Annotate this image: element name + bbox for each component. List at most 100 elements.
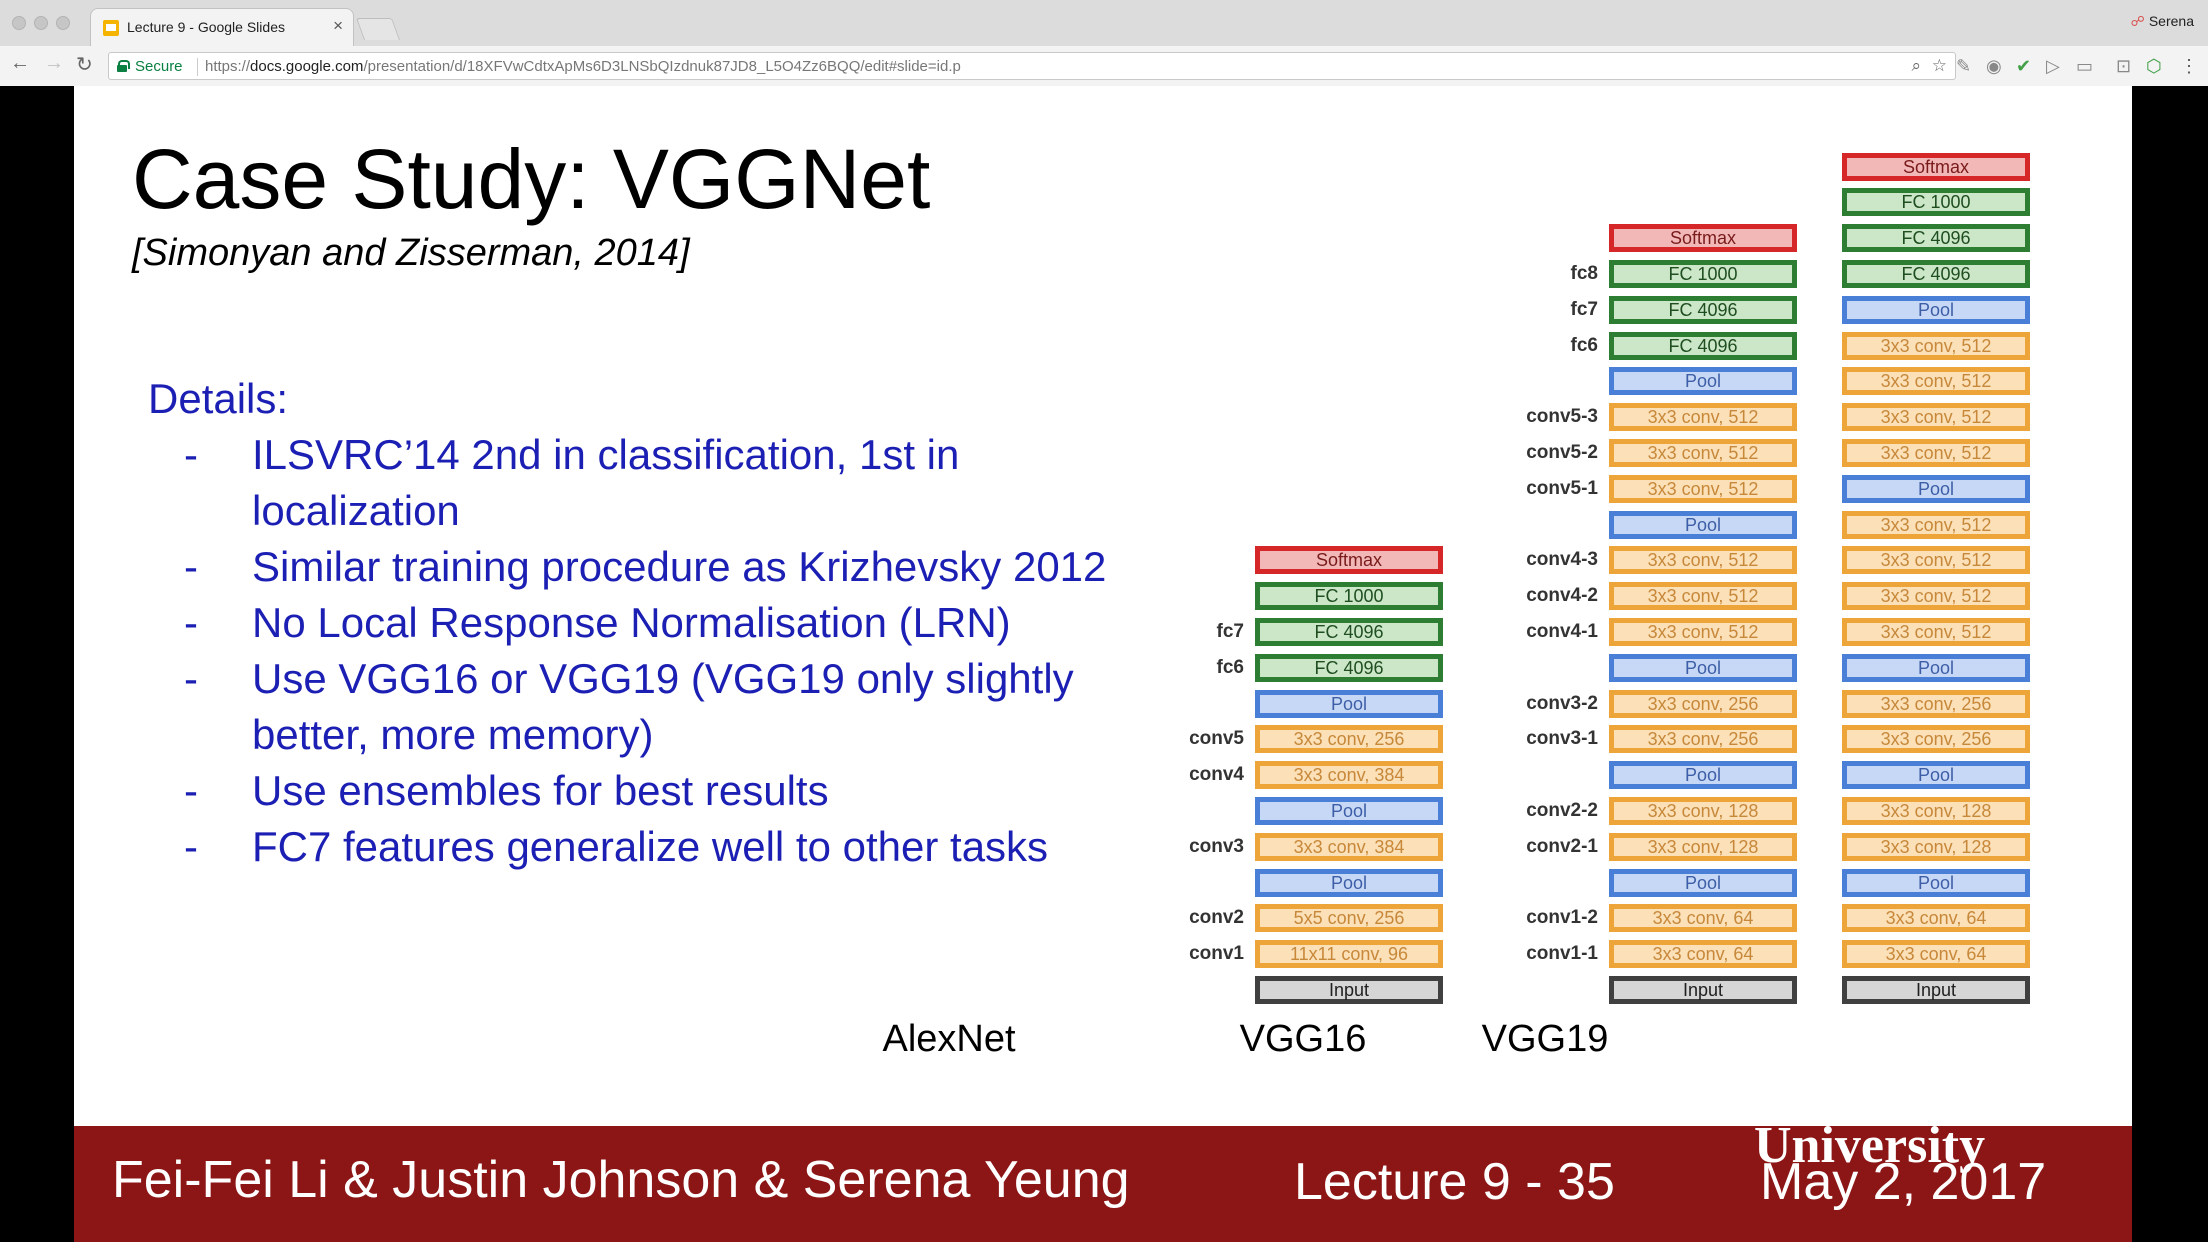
vgg16-layer-fc: FC 4096 <box>1609 295 1797 324</box>
dropper-extension-icon[interactable]: ⬡ <box>2146 56 2162 76</box>
bullet-item: - No Local Response Normalisation (LRN) <box>148 595 1148 651</box>
vgg16-layer-pool: Pool <box>1609 761 1797 790</box>
vgg16-layer-conv: 3x3 conv, 256 <box>1609 689 1797 718</box>
vgg19-layer-pool: Pool <box>1842 761 2030 790</box>
vgg16-layer-label: conv4-1 <box>1526 621 1598 642</box>
vgg16-layer-fc: FC 4096 <box>1609 331 1797 360</box>
secure-label: Secure <box>135 58 183 75</box>
alexnet-layer-softmax: Softmax <box>1255 546 1443 575</box>
cast-extension-icon[interactable]: ▭ <box>2076 56 2094 76</box>
play-extension-icon[interactable]: ▷ <box>2046 56 2060 76</box>
footer-authors: Fei-Fei Li & Justin Johnson & Serena Yeu… <box>112 1151 1130 1209</box>
footer-lecture: Lecture 9 - 35 <box>1294 1153 1615 1211</box>
vgg19-layer-fc: FC 4096 <box>1842 260 2030 288</box>
bullet-text: Use ensembles for best results <box>252 767 829 814</box>
profile-name: Serena <box>2148 13 2194 29</box>
vgg16-layer-label: fc7 <box>1570 298 1598 320</box>
vgg19-layer-fc: FC 1000 <box>1842 188 2030 217</box>
vgg16-layer-fc: FC 1000 <box>1609 260 1797 288</box>
vgg19-layer-pool: Pool <box>1842 868 2030 897</box>
vgg16-layer-label: conv5-3 <box>1526 406 1598 428</box>
alexnet-layer-label: fc7 <box>1216 621 1244 642</box>
tab-lecture-9[interactable]: Lecture 9 - Google Slides × <box>90 8 354 46</box>
footer-date: May 2, 2017 <box>1760 1153 2047 1211</box>
back-arrow-icon[interactable]: ← <box>10 52 30 74</box>
vgg16-layer-label: conv4-2 <box>1526 585 1598 607</box>
maximize-window-button[interactable] <box>56 16 70 30</box>
address-bar[interactable]: Secure https://docs.google.com/presentat… <box>108 52 1956 80</box>
menu-icon[interactable]: ⋮ <box>2180 56 2198 76</box>
vgg19-layer-conv: 3x3 conv, 64 <box>1842 904 2030 933</box>
alexnet-layer-label: conv5 <box>1189 728 1244 750</box>
bullet-dash: - <box>184 823 198 870</box>
alexnet-layer-label: conv3 <box>1189 835 1244 857</box>
vgg16-layer-conv: 3x3 conv, 512 <box>1609 439 1797 467</box>
university-watermark: University <box>1754 1117 1986 1174</box>
alexnet-layer-pool: Pool <box>1255 868 1443 897</box>
bullet-text: Use VGG16 or VGG19 (VGG19 only slightly … <box>252 655 1074 758</box>
bullet-text: Similar training procedure as Krizhevsky… <box>252 543 1107 590</box>
tab-bar: Lecture 9 - Google Slides × ☍ Serena <box>0 0 2208 46</box>
alexnet-layer-conv: 3x3 conv, 256 <box>1255 725 1443 754</box>
profile-button[interactable]: ☍ Serena <box>2131 13 2194 30</box>
alexnet-caption: AlexNet <box>882 1018 1016 1060</box>
alexnet-layer-fc: FC 1000 <box>1255 582 1443 611</box>
bullet-item: - Similar training procedure as Krizhevsk… <box>148 539 1148 595</box>
vgg16-layer-pool: Pool <box>1609 653 1797 682</box>
vgg19-layer-conv: 3x3 conv, 128 <box>1842 832 2030 861</box>
tab-title: Lecture 9 - Google Slides <box>127 19 285 35</box>
alexnet-layer-pool: Pool <box>1255 689 1443 718</box>
vgg19-layer-conv: 3x3 conv, 512 <box>1842 510 2030 539</box>
vgg16-layer-input: Input <box>1609 976 1797 1004</box>
ghost-extension-icon[interactable]: ◉ <box>1986 56 2002 76</box>
bullet-item: - FC7 features generalize well to other t… <box>148 819 1148 875</box>
vgg19-layer-pool: Pool <box>1842 653 2030 682</box>
close-icon[interactable]: × <box>333 16 343 35</box>
browser-chrome: Lecture 9 - Google Slides × ☍ Serena ← → … <box>0 0 2208 86</box>
vgg19-layer-conv: 3x3 conv, 512 <box>1842 582 2030 611</box>
vgg16-layer-pool: Pool <box>1609 367 1797 396</box>
url-host: docs.google.com <box>250 58 364 75</box>
slides-icon <box>103 20 119 36</box>
vgg16-caption: VGG16 <box>1239 1018 1367 1060</box>
vgg19-layer-conv: 3x3 conv, 512 <box>1842 618 2030 646</box>
url-path: /presentation/d/18XFVwCdtxApMs6D3LNSbQIz… <box>363 58 961 75</box>
close-window-button[interactable] <box>12 16 26 30</box>
vgg16-layer-label: fc6 <box>1570 334 1598 356</box>
vgg16-layer-label: fc8 <box>1570 263 1598 284</box>
url-text[interactable]: https://docs.google.com/presentation/d/1… <box>205 58 961 75</box>
vgg16-layer-pool: Pool <box>1609 868 1797 897</box>
zoom-icon[interactable]: ⌕ <box>1911 56 1921 75</box>
new-tab-button[interactable] <box>355 18 401 40</box>
minimize-window-button[interactable] <box>34 16 48 30</box>
bullet-item: - Use VGG16 or VGG19 (VGG19 only slightly… <box>148 651 1148 763</box>
alexnet-layer-label: fc6 <box>1216 656 1244 678</box>
cast-icon[interactable]: ⊡ <box>2116 56 2132 76</box>
vgg16-layer-conv: 3x3 conv, 512 <box>1609 403 1797 432</box>
vgg16-layer-label: conv3-1 <box>1526 728 1598 750</box>
vgg19-layer-conv: 3x3 conv, 512 <box>1842 331 2030 360</box>
vgg16-layer-conv: 3x3 conv, 64 <box>1609 904 1797 933</box>
bullet-item: - Use ensembles for best results <box>148 763 1148 819</box>
url-scheme: https:// <box>205 58 251 75</box>
reload-icon[interactable]: ↻ <box>76 54 93 76</box>
bullet-dash: - <box>184 767 198 814</box>
slide-title: Case Study: VGGNet <box>132 132 931 226</box>
alexnet-layer-conv: 3x3 conv, 384 <box>1255 832 1443 861</box>
check-extension-icon[interactable]: ✔ <box>2016 56 2032 76</box>
vgg16-layer-label: conv3-2 <box>1526 692 1598 714</box>
vgg16-layer-conv: 3x3 conv, 128 <box>1609 797 1797 825</box>
citation: [Simonyan and Zisserman, 2014] <box>132 232 690 274</box>
eyedropper-extension-icon[interactable]: ✎ <box>1956 56 1972 76</box>
alexnet-layer-fc: FC 4096 <box>1255 618 1443 646</box>
vgg16-layer-conv: 3x3 conv, 512 <box>1609 546 1797 575</box>
vgg16-layer-pool: Pool <box>1609 510 1797 539</box>
vgg16-layer-conv: 3x3 conv, 128 <box>1609 832 1797 861</box>
vgg16-layer-conv: 3x3 conv, 512 <box>1609 582 1797 611</box>
vgg19-caption: VGG19 <box>1481 1018 1609 1060</box>
star-icon[interactable]: ☆ <box>1931 56 1947 75</box>
forward-arrow-icon[interactable]: → <box>44 52 64 74</box>
profile-icon: ☍ <box>2130 13 2145 29</box>
vgg16-layer-conv: 3x3 conv, 512 <box>1609 474 1797 503</box>
vgg19-layer-conv: 3x3 conv, 512 <box>1842 403 2030 432</box>
